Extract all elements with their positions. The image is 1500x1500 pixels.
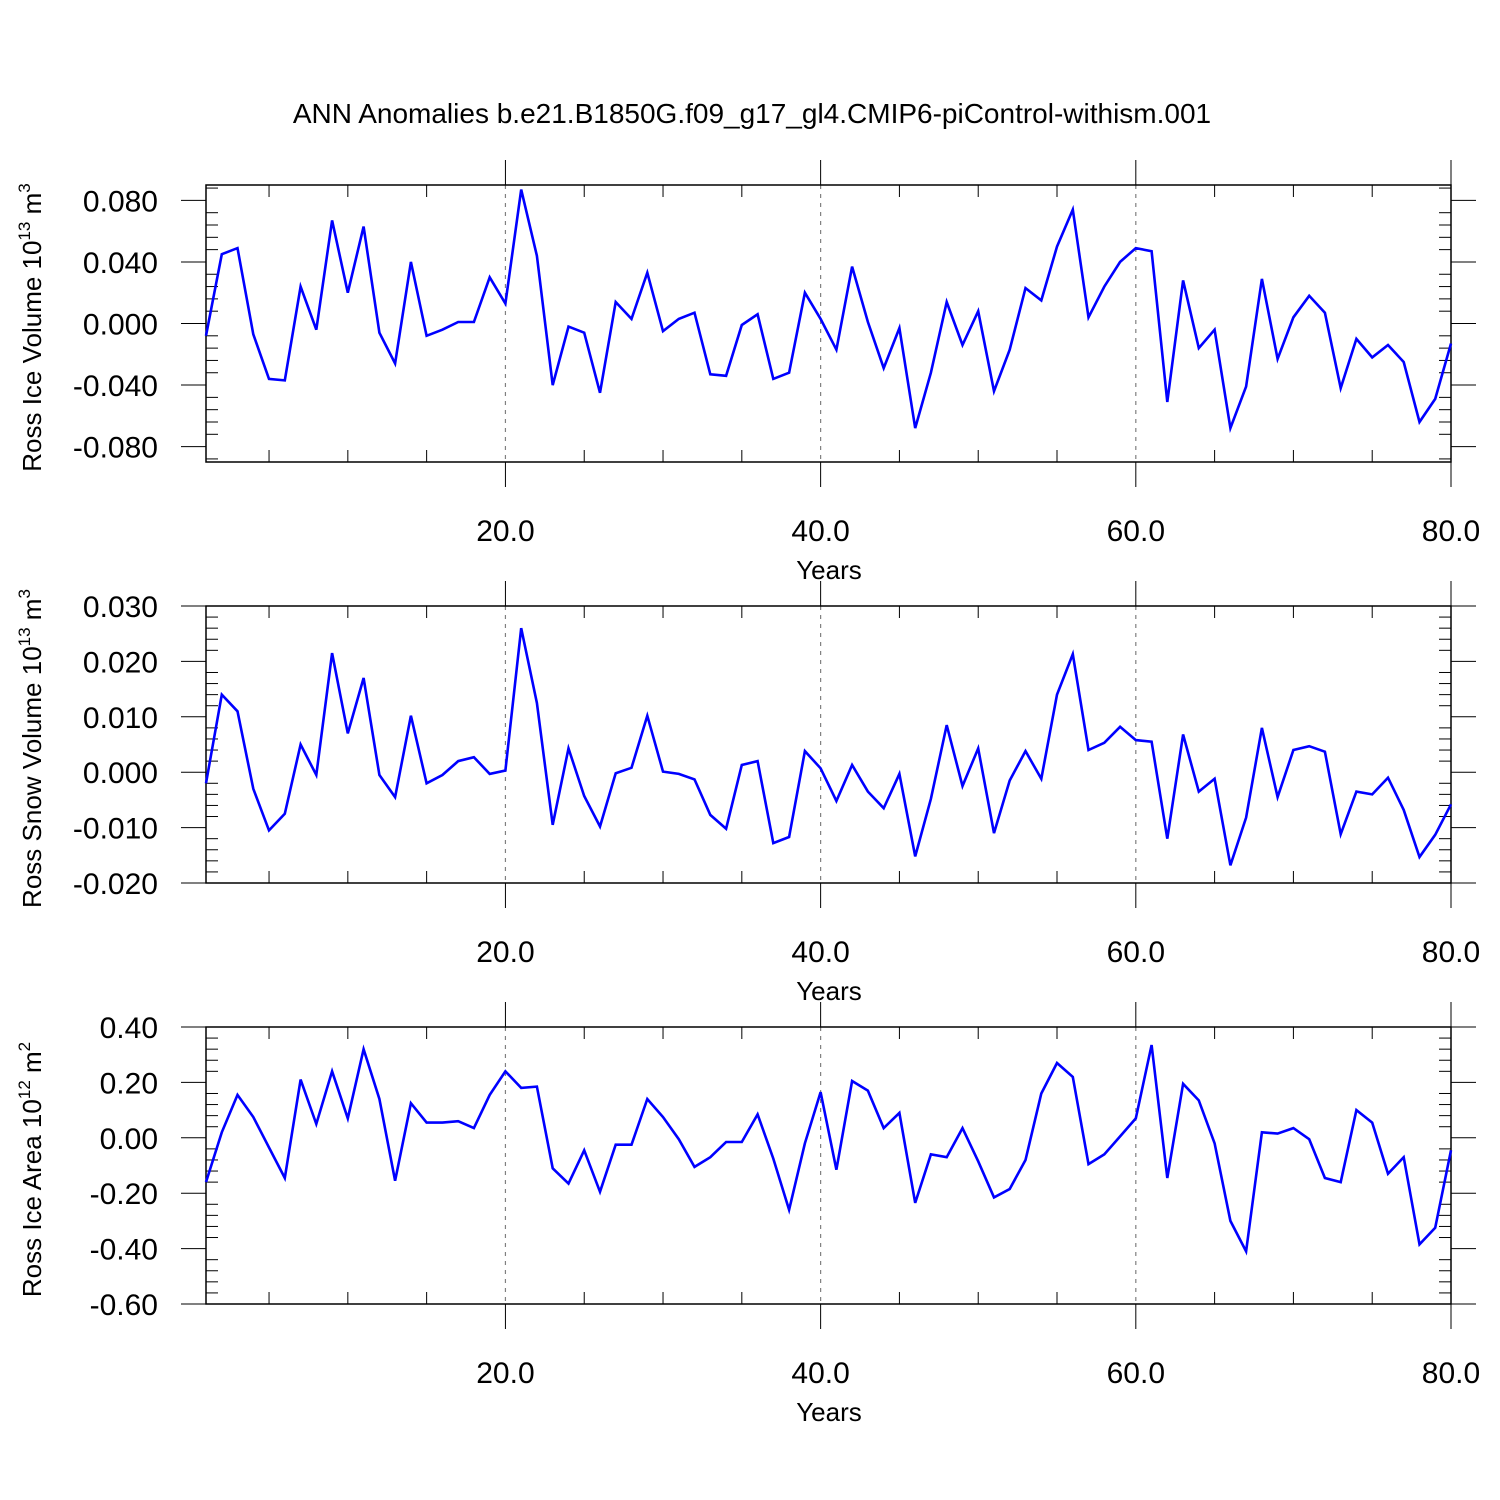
y-tick-label: -0.010 [73, 813, 158, 846]
x-tick-label: 60.0 [1107, 936, 1165, 969]
x-tick-label: 60.0 [1107, 515, 1165, 548]
y-tick-label: 0.040 [83, 247, 158, 280]
y-tick-label: -0.020 [73, 868, 158, 901]
x-tick-label: 20.0 [476, 1357, 534, 1390]
y-tick-label: 0.080 [83, 185, 158, 218]
y-tick-label: 0.20 [100, 1067, 158, 1100]
y-tick-label: -0.20 [90, 1178, 158, 1211]
ice-volume-panel: 20.0 40.0 60.0 80.0 0.080 0.040 0.000 -0.040 -0.… [15, 160, 1480, 585]
x-tick-label: 80.0 [1422, 1357, 1480, 1390]
plot-frame [205, 1026, 1452, 1305]
y-axis-label: Ross Ice Area 1012 m2 [15, 1042, 47, 1297]
y-tick-label: 0.000 [83, 309, 158, 342]
y-tick-label: 0.000 [83, 757, 158, 790]
x-axis-label: Years [796, 1397, 862, 1427]
x-tick-label: 40.0 [791, 936, 849, 969]
y-tick-label: 0.40 [100, 1012, 158, 1045]
y-axis-label: Ross Ice Volume 1013 m3 [15, 183, 47, 472]
x-axis-label: Years [796, 555, 862, 585]
x-axis-label: Years [796, 976, 862, 1006]
y-tick-label: -0.080 [73, 432, 158, 465]
series-line [204, 627, 1453, 866]
y-axis-label: Ross Snow Volume 1013 m3 [15, 589, 47, 908]
y-tick-label: -0.040 [73, 370, 158, 403]
x-tick-label: 80.0 [1422, 515, 1480, 548]
x-tick-label: 80.0 [1422, 936, 1480, 969]
series-line [204, 189, 1453, 434]
figure-title: ANN Anomalies b.e21.B1850G.f09_g17_gl4.C… [293, 98, 1211, 129]
y-tick-label: -0.40 [90, 1234, 158, 1267]
x-tick-label: 60.0 [1107, 1357, 1165, 1390]
x-tick-label: 40.0 [791, 1357, 849, 1390]
y-tick-label: 0.010 [83, 702, 158, 735]
y-tick-label: 0.00 [100, 1123, 158, 1156]
snow-volume-panel: 20.0 40.0 60.0 80.0 0.030 0.020 0.010 0.000 -0.0… [15, 581, 1480, 1006]
plot-frame [205, 605, 1452, 884]
x-tick-label: 20.0 [476, 936, 534, 969]
y-tick-label: 0.030 [83, 591, 158, 624]
ice-area-panel: 20.0 40.0 60.0 80.0 0.40 0.20 0.00 -0.20 -0.40 -0… [15, 1002, 1480, 1427]
y-tick-label: 0.020 [83, 646, 158, 679]
series-line [204, 1044, 1453, 1256]
plot-frame [205, 184, 1452, 463]
y-tick-label: -0.60 [90, 1289, 158, 1322]
x-tick-label: 20.0 [476, 515, 534, 548]
x-tick-label: 40.0 [791, 515, 849, 548]
